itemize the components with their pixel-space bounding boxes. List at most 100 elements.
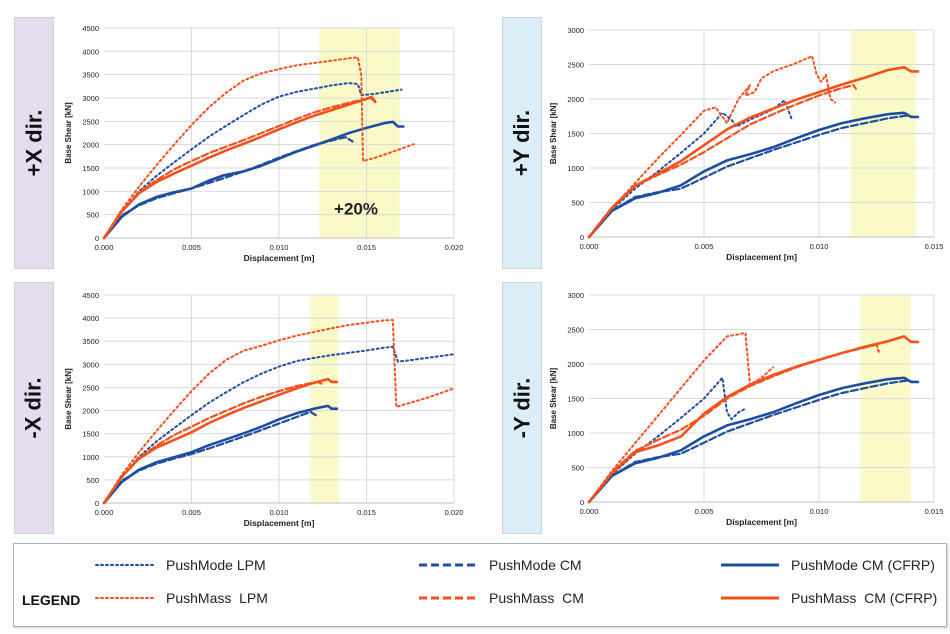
legend-item-pushmass-cm-cfrp: PushMass CM (CFRP) xyxy=(719,589,937,607)
y-tick-label: 500 xyxy=(86,476,99,485)
x-tick-label: 0.005 xyxy=(695,242,714,251)
x-tick-label: 0.015 xyxy=(357,243,376,252)
legend-item-pushmode-cm-cfrp: PushMode CM (CFRP) xyxy=(719,556,935,574)
legend-item-pushmass-cm: PushMass CM xyxy=(417,589,584,607)
chart-plus-y: 0 500 1000 1500 2000 2500 3000 0.000 0.005 0.010 0… xyxy=(549,26,944,262)
y-tick-label: 1000 xyxy=(82,453,99,462)
y-tick-label: 1000 xyxy=(82,187,99,196)
legend-swatch xyxy=(95,564,155,566)
y-tick-label: 2500 xyxy=(567,61,584,70)
panel-tag-minus-y: -Y dir. xyxy=(502,282,542,534)
legend-swatch xyxy=(419,596,477,600)
x-tick-label: 0.015 xyxy=(925,507,944,516)
chart-minus-x: 0 500 1000 1500 2000 2500 3000 3500 4000 4500 0.00… xyxy=(64,291,464,528)
y-axis-label: Base Shear [kN] xyxy=(64,368,73,430)
y-tick-label: 0 xyxy=(580,233,584,242)
y-axis-label: Base Shear [kN] xyxy=(64,102,73,164)
y-tick-label: 3000 xyxy=(82,360,99,369)
y-tick-label: 1500 xyxy=(567,395,584,404)
legend-label: PushMass CM xyxy=(489,590,584,606)
legend-item-pushmass-lpm: PushMass LPM xyxy=(94,589,268,607)
x-tick-label: 0.000 xyxy=(580,507,599,516)
panel-tag-minus-x: -X dir. xyxy=(14,282,54,534)
x-axis-label: Displacement [m] xyxy=(244,518,315,528)
y-tick-label: 2000 xyxy=(82,141,99,150)
y-tick-label: 2000 xyxy=(567,360,584,369)
y-tick-label: 500 xyxy=(571,464,584,473)
x-tick-label: 0.010 xyxy=(270,508,289,517)
legend-swatch xyxy=(721,563,779,567)
series-pushmode-lpm xyxy=(588,99,793,238)
panel-tag-plus-y: +Y dir. xyxy=(502,17,542,269)
legend-label: PushMass CM (CFRP) xyxy=(791,590,938,606)
legend-swatch xyxy=(419,563,477,567)
y-tick-label: 2000 xyxy=(82,407,99,416)
y-tick-label: 1500 xyxy=(82,430,99,439)
panel-tag-label: +Y dir. xyxy=(509,109,534,177)
x-axis-label: Displacement [m] xyxy=(726,252,797,262)
legend: LEGEND PushMode LPM PushMode CM PushMode… xyxy=(13,543,947,627)
x-tick-label: 0.020 xyxy=(445,508,464,517)
series-pushmode-cm-cfrp xyxy=(102,404,339,505)
legend-swatch xyxy=(95,597,155,599)
panel-tag-label: -X dir. xyxy=(21,377,46,439)
x-axis-label: Displacement [m] xyxy=(726,517,797,527)
y-tick-label: 3000 xyxy=(82,94,99,103)
x-tick-label: 0.010 xyxy=(810,242,829,251)
x-tick-label: 0.020 xyxy=(445,243,464,252)
y-tick-label: 4000 xyxy=(82,47,99,56)
x-tick-label: 0.010 xyxy=(270,243,289,252)
series-pushmass-lpm xyxy=(103,319,455,504)
y-tick-label: 1500 xyxy=(82,164,99,173)
y-tick-label: 500 xyxy=(86,211,99,220)
y-axis-label: Base Shear [kN] xyxy=(549,102,558,164)
legend-label: PushMass LPM xyxy=(166,590,268,606)
y-tick-label: 4000 xyxy=(82,314,99,323)
series-pushmass-cm xyxy=(102,95,377,240)
y-tick-label: 1000 xyxy=(567,429,584,438)
y-tick-label: 2500 xyxy=(567,326,584,335)
series-pushmode-lpm xyxy=(588,376,747,503)
legend-item-pushmode-cm: PushMode CM xyxy=(417,556,582,574)
legend-swatch xyxy=(721,596,779,600)
legend-title: LEGEND xyxy=(22,592,81,608)
series-pushmode-cm-cfrp xyxy=(587,111,920,239)
panel-tag-label: +X dir. xyxy=(21,109,46,177)
series-pushmass-cm-cfrp xyxy=(102,95,377,240)
y-tick-label: 2500 xyxy=(82,117,99,126)
series-pushmass-lpm xyxy=(103,56,415,239)
x-tick-label: 0.010 xyxy=(810,507,829,516)
panel-tag-plus-x: +X dir. xyxy=(14,17,54,269)
y-axis-label: Base Shear [kN] xyxy=(549,367,558,429)
y-tick-label: 0 xyxy=(95,234,99,243)
y-tick-label: 2500 xyxy=(82,383,99,392)
y-tick-label: 2000 xyxy=(567,95,584,104)
x-tick-label: 0.005 xyxy=(182,243,201,252)
series-pushmode-lpm xyxy=(103,345,455,504)
y-tick-label: 0 xyxy=(580,498,584,507)
x-tick-label: 0.015 xyxy=(357,508,376,517)
series-pushmode-cm-cfrp xyxy=(587,376,920,504)
x-tick-label: 0.005 xyxy=(695,507,714,516)
x-tick-label: 0.015 xyxy=(925,242,944,251)
highlight-band xyxy=(310,295,339,503)
y-tick-label: 500 xyxy=(571,199,584,208)
series-pushmode-cm xyxy=(102,136,354,240)
series-pushmass-cm xyxy=(587,84,857,239)
chart-minus-y: 0 500 1000 1500 2000 2500 3000 0.000 0.005 0.010 0… xyxy=(549,291,944,527)
y-tick-label: 1000 xyxy=(567,164,584,173)
series-pushmode-lpm xyxy=(103,82,403,239)
legend-label: PushMode CM xyxy=(489,557,582,573)
y-tick-label: 3500 xyxy=(82,337,99,346)
series-pushmass-cm-cfrp xyxy=(587,65,920,239)
series-pushmode-cm-cfrp xyxy=(102,120,405,240)
y-tick-label: 4500 xyxy=(82,291,99,300)
x-tick-label: 0.000 xyxy=(580,242,599,251)
legend-label: PushMode CM (CFRP) xyxy=(791,557,935,573)
panel-tag-label: -Y dir. xyxy=(509,377,535,439)
series-pushmass-lpm xyxy=(588,55,837,238)
annotation-label: +20% xyxy=(334,200,378,219)
y-tick-label: 3000 xyxy=(567,291,584,300)
legend-label: PushMode LPM xyxy=(166,557,266,573)
x-axis-label: Displacement [m] xyxy=(244,253,315,263)
